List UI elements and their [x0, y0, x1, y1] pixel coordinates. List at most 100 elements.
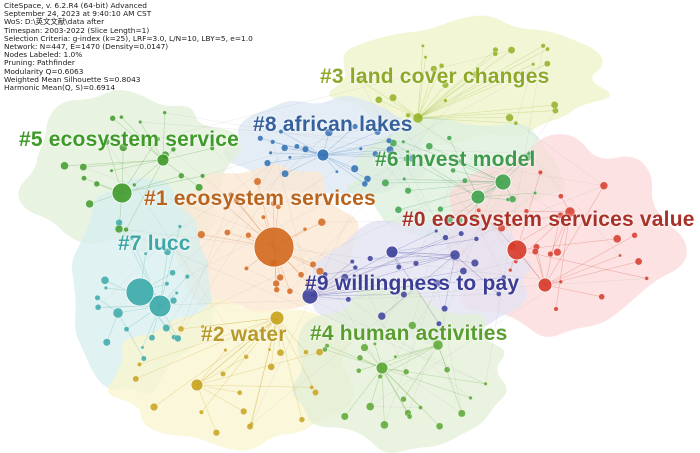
network-node[interactable]: [123, 326, 130, 332]
network-node[interactable]: [278, 129, 284, 134]
network-node[interactable]: [437, 206, 444, 213]
network-node[interactable]: [598, 293, 605, 300]
network-node[interactable]: [324, 343, 330, 349]
network-node[interactable]: [385, 245, 399, 259]
network-node[interactable]: [312, 389, 319, 396]
network-node[interactable]: [558, 193, 564, 199]
network-node[interactable]: [531, 248, 539, 255]
network-node[interactable]: [316, 267, 324, 276]
network-node[interactable]: [286, 288, 294, 295]
network-node[interactable]: [209, 145, 215, 151]
network-node[interactable]: [79, 163, 88, 171]
network-node[interactable]: [423, 55, 428, 60]
network-node[interactable]: [305, 280, 312, 287]
network-node[interactable]: [298, 416, 305, 423]
network-node[interactable]: [109, 168, 114, 173]
network-node[interactable]: [302, 227, 308, 232]
network-node[interactable]: [303, 349, 309, 355]
network-node[interactable]: [599, 181, 608, 190]
network-node[interactable]: [243, 354, 249, 360]
network-node[interactable]: [533, 191, 537, 195]
network-node[interactable]: [508, 195, 517, 203]
network-node[interactable]: [270, 200, 277, 207]
network-node[interactable]: [421, 44, 425, 48]
network-node[interactable]: [220, 371, 226, 377]
network-node[interactable]: [132, 182, 137, 187]
network-node[interactable]: [174, 334, 182, 342]
network-node[interactable]: [373, 342, 377, 346]
network-node[interactable]: [269, 310, 285, 326]
network-node[interactable]: [400, 291, 408, 298]
network-node[interactable]: [253, 226, 295, 268]
network-node[interactable]: [405, 112, 411, 118]
network-node[interactable]: [450, 167, 456, 174]
network-node[interactable]: [471, 214, 478, 222]
network-node[interactable]: [367, 255, 374, 262]
network-node[interactable]: [253, 177, 262, 186]
network-node[interactable]: [264, 159, 271, 167]
network-node[interactable]: [476, 207, 482, 213]
network-node[interactable]: [631, 232, 638, 239]
network-node[interactable]: [170, 146, 176, 152]
network-node[interactable]: [393, 354, 398, 359]
network-node[interactable]: [197, 230, 206, 239]
network-node[interactable]: [438, 63, 445, 69]
network-node[interactable]: [377, 374, 383, 379]
network-node[interactable]: [413, 260, 419, 267]
network-node[interactable]: [275, 204, 282, 210]
network-node[interactable]: [523, 208, 529, 214]
network-node[interactable]: [531, 62, 536, 67]
network-node[interactable]: [483, 381, 488, 386]
network-node[interactable]: [404, 187, 412, 195]
network-node[interactable]: [449, 249, 461, 261]
network-node[interactable]: [350, 164, 359, 173]
network-node[interactable]: [288, 155, 292, 160]
network-node[interactable]: [403, 368, 410, 375]
network-node[interactable]: [114, 224, 124, 234]
network-node[interactable]: [462, 177, 468, 184]
network-node[interactable]: [400, 396, 407, 403]
network-node[interactable]: [564, 206, 576, 218]
network-node[interactable]: [432, 339, 444, 351]
network-node[interactable]: [119, 114, 124, 120]
network-node[interactable]: [408, 321, 417, 330]
network-node[interactable]: [322, 346, 328, 353]
network-node[interactable]: [360, 343, 369, 352]
network-node[interactable]: [544, 60, 551, 67]
network-node[interactable]: [228, 192, 234, 198]
network-node[interactable]: [634, 257, 643, 266]
network-node[interactable]: [237, 390, 243, 396]
network-node[interactable]: [324, 128, 333, 137]
network-node[interactable]: [132, 375, 140, 383]
network-node[interactable]: [356, 76, 364, 84]
network-node[interactable]: [137, 362, 142, 367]
network-node[interactable]: [335, 169, 339, 174]
network-node[interactable]: [377, 312, 386, 321]
network-node[interactable]: [436, 320, 442, 327]
network-node[interactable]: [445, 215, 454, 224]
network-node[interactable]: [244, 266, 249, 271]
network-node[interactable]: [492, 51, 498, 57]
network-node[interactable]: [372, 150, 379, 158]
network-node[interactable]: [443, 366, 451, 373]
network-node[interactable]: [281, 144, 289, 152]
network-node[interactable]: [406, 413, 413, 420]
network-node[interactable]: [457, 409, 466, 418]
network-node[interactable]: [432, 279, 441, 288]
network-node[interactable]: [276, 349, 285, 357]
network-node[interactable]: [103, 285, 108, 290]
network-node[interactable]: [102, 138, 110, 146]
network-node[interactable]: [513, 120, 519, 126]
network-node[interactable]: [162, 110, 167, 115]
network-node[interactable]: [356, 354, 364, 361]
network-node[interactable]: [309, 385, 314, 390]
network-node[interactable]: [526, 151, 532, 156]
network-node[interactable]: [246, 423, 254, 430]
network-node[interactable]: [508, 268, 513, 273]
network-node[interactable]: [361, 180, 368, 188]
network-node[interactable]: [340, 412, 349, 421]
network-node[interactable]: [340, 273, 349, 282]
network-node[interactable]: [473, 236, 479, 242]
network-node[interactable]: [317, 218, 326, 227]
network-node[interactable]: [380, 420, 389, 430]
